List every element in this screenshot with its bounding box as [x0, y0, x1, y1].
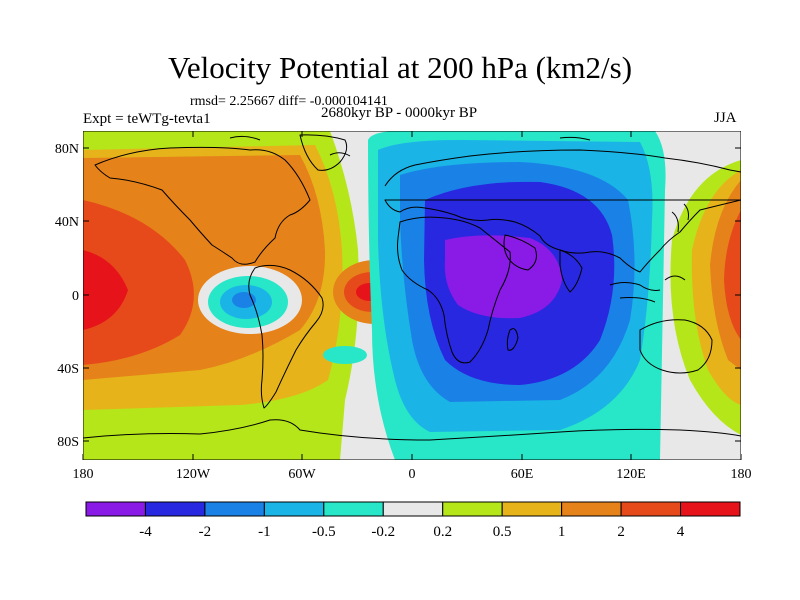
- lon-tick-label: 60E: [511, 467, 534, 482]
- colorbar-label: -0.2: [371, 524, 395, 540]
- lon-tick-label: 180: [73, 467, 94, 482]
- colorbar-label: 1: [558, 524, 566, 540]
- colorbar-label: 4: [677, 524, 685, 540]
- colorbar-swatch: [323, 501, 384, 517]
- colorbar-swatch: [204, 501, 265, 517]
- colorbar-swatch: [85, 501, 146, 517]
- colorbar: [85, 501, 741, 517]
- colorbar-swatch: [561, 501, 622, 517]
- axis-ticks: [82, 131, 742, 460]
- lat-tick-label: 40N: [55, 215, 79, 230]
- lon-tick-label: 60W: [288, 467, 316, 482]
- lat-tick-label: 80S: [57, 435, 79, 450]
- colorbar-labels: -4 -2 -1 -0.5 -0.2 0.2 0.5 1 2 4: [139, 524, 685, 540]
- colorbar-swatch: [680, 501, 741, 517]
- lat-tick-label: 40S: [57, 362, 79, 377]
- colorbar-label: -2: [199, 524, 212, 540]
- colorbar-label: -4: [139, 524, 152, 540]
- lat-tick-label: 0: [72, 289, 79, 304]
- lon-tick-label: 0: [409, 467, 416, 482]
- colorbar-label: 0.2: [433, 524, 452, 540]
- colorbar-label: -1: [258, 524, 271, 540]
- lat-tick-labels: 80N 40N 0 40S 80S: [55, 142, 79, 450]
- colorbar-label: 2: [617, 524, 625, 540]
- experiment-label: Expt = teWTg-tevta1: [83, 111, 211, 127]
- lon-tick-label: 180: [731, 467, 752, 482]
- colorbar-swatch: [144, 501, 206, 517]
- season-label: JJA: [714, 110, 737, 126]
- plot-title: Velocity Potential at 200 hPa (km2/s): [167, 50, 633, 85]
- colorbar-swatch: [620, 501, 682, 517]
- colorbar-swatch: [442, 501, 503, 517]
- colorbar-label: -0.5: [312, 524, 336, 540]
- colorbar-swatch: [382, 501, 444, 517]
- coastlines: [83, 134, 741, 441]
- lat-tick-label: 80N: [55, 142, 79, 157]
- lon-tick-label: 120W: [176, 467, 211, 482]
- colorbar-swatch: [501, 501, 563, 517]
- colorbar-swatch: [263, 501, 325, 517]
- lon-tick-labels: 180 120W 60W 0 60E 120E 180: [73, 467, 752, 482]
- lon-tick-label: 120E: [616, 467, 646, 482]
- negative-anomaly-region: [368, 131, 666, 460]
- period-label: 2680kyr BP - 0000kyr BP: [321, 105, 478, 121]
- stats-label: rmsd= 2.25667 diff= -0.000104141: [190, 94, 388, 109]
- colorbar-label: 0.5: [493, 524, 512, 540]
- map-area: [83, 131, 741, 460]
